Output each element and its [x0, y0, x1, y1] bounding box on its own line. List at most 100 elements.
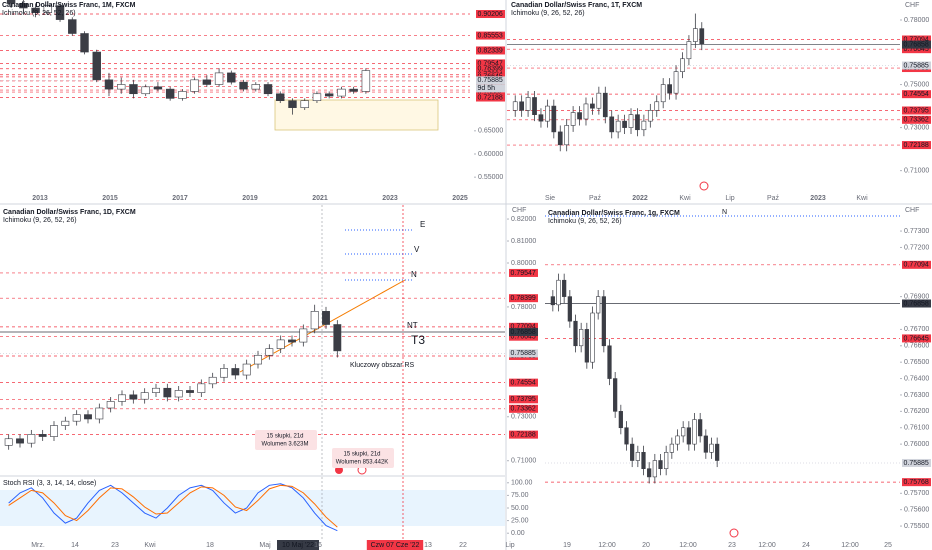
x-tick-label: Paź [767, 195, 780, 202]
annotation: N [722, 209, 727, 216]
y-tick-label: 0.76100 [904, 425, 929, 432]
chart-title: Canadian Dollar/Swiss Franc, 1M, FXCM [2, 2, 136, 9]
annotation: T3 [411, 333, 425, 347]
candle-body [95, 407, 104, 420]
y-tick-label: 0.76300 [904, 392, 929, 399]
chart-title: Canadian Dollar/Swiss Franc, 1g, FXCM [548, 210, 680, 217]
candle-body [613, 378, 618, 412]
level-label: 0.79547 [511, 270, 536, 277]
candle-body [84, 414, 92, 420]
mark-price-label: 0.76858 [904, 41, 929, 48]
candle-body [72, 414, 81, 422]
mark-price-label: 0.76858 [511, 329, 536, 336]
currency: CHF [512, 207, 526, 214]
candle-body [570, 112, 576, 126]
y-tick-label: 0.75700 [904, 490, 929, 497]
level-label: 0.76645 [511, 334, 536, 341]
indicator-label: Ichimoku (9, 26, 52, 26) [3, 217, 77, 224]
last-price-tag [902, 61, 931, 70]
candle-body [19, 3, 28, 9]
candle-body [709, 443, 714, 453]
candle-body [647, 110, 653, 122]
mark-price-tag [902, 40, 931, 49]
candle-body [673, 71, 679, 94]
candle-body [361, 70, 371, 92]
level-tag [476, 93, 505, 102]
candle-body [669, 443, 674, 453]
note-text: 15 słupki, 21d [266, 434, 303, 440]
y-tick-label: 0.71000 [511, 458, 536, 465]
candle-body [698, 419, 703, 437]
candle-body [584, 329, 589, 363]
level-tag [476, 46, 505, 55]
event-icon[interactable] [729, 528, 739, 538]
y-tick-label: 0.00 [511, 530, 525, 537]
level-label: 0.73795 [904, 107, 929, 114]
indicator-label: Ichimoku (9, 26, 52, 26) [511, 10, 585, 17]
candle-body [681, 427, 686, 437]
level-label: 0.74554 [904, 91, 929, 98]
last-price-label: 0.75885 [904, 460, 929, 467]
level-label: 0.73362 [511, 406, 536, 413]
x-tick-label: 12:00 [758, 542, 776, 549]
candle-body [349, 88, 358, 92]
candle-body [152, 387, 160, 393]
level-tag [902, 334, 931, 343]
candle-body [624, 427, 629, 445]
candle-body [692, 28, 698, 42]
candle-body [104, 79, 114, 90]
crosshair-tag [366, 540, 424, 550]
x-tick-label: 2021 [312, 195, 328, 202]
level-label: 0.78399 [478, 66, 503, 73]
x-tick-label: 2017 [172, 195, 188, 202]
level-label: 0.73795 [511, 396, 536, 403]
candle-body [667, 84, 672, 94]
y-tick-label: 0.76400 [904, 375, 929, 382]
candle-body [186, 390, 194, 393]
note-text: 15 słupki, 21d [343, 452, 380, 458]
candle-body [227, 72, 236, 83]
last-price-label: 0.75885 [478, 77, 503, 84]
candle-body [299, 328, 308, 343]
x-tick-label: 2022 [632, 195, 648, 202]
event-icon[interactable] [699, 181, 709, 191]
candle-body [106, 401, 115, 409]
last-price-tag [509, 349, 538, 358]
candle-body [519, 101, 525, 111]
x-tick-label: Kwi [679, 195, 691, 202]
candle-body [618, 411, 623, 429]
candle-body [567, 296, 572, 322]
indicator-label: Ichimoku (9, 26, 52, 26) [2, 10, 76, 17]
candle-body [129, 84, 138, 95]
y-tick-label: 0.76000 [904, 441, 929, 448]
range-box [274, 99, 439, 131]
candle-body [628, 114, 634, 128]
candle-body [658, 460, 663, 470]
candle-body [615, 120, 621, 133]
last-price-label: 0.75885 [511, 350, 536, 357]
candle-body [556, 279, 561, 306]
candle-body [590, 312, 595, 363]
y-tick-label: 0.80000 [511, 260, 536, 267]
candle-body [601, 296, 606, 347]
stoch-line [8, 484, 338, 528]
candle-body [607, 345, 612, 379]
x-tick-label: Kwi [144, 542, 156, 549]
candle-body [254, 354, 262, 365]
y-tick-label: 0.76900 [904, 293, 929, 300]
level-tag [476, 64, 505, 73]
x-tick-label: Sie [545, 195, 555, 202]
level-label: 0.75768 [904, 479, 929, 486]
candle-body [609, 116, 615, 133]
x-tick-label: 12:00 [841, 542, 859, 549]
x-tick-label: 2019 [242, 195, 258, 202]
x-tick-label: 18 [206, 542, 214, 549]
level-label: 0.90206 [478, 11, 503, 18]
candle-body [654, 101, 660, 111]
level-tag [509, 404, 538, 413]
candle-body [583, 103, 589, 120]
chart-title: Canadian Dollar/Swiss Franc, 1D, FXCM [3, 209, 136, 216]
candle-body [43, 5, 53, 13]
x-tick-label: 14 [71, 542, 79, 549]
